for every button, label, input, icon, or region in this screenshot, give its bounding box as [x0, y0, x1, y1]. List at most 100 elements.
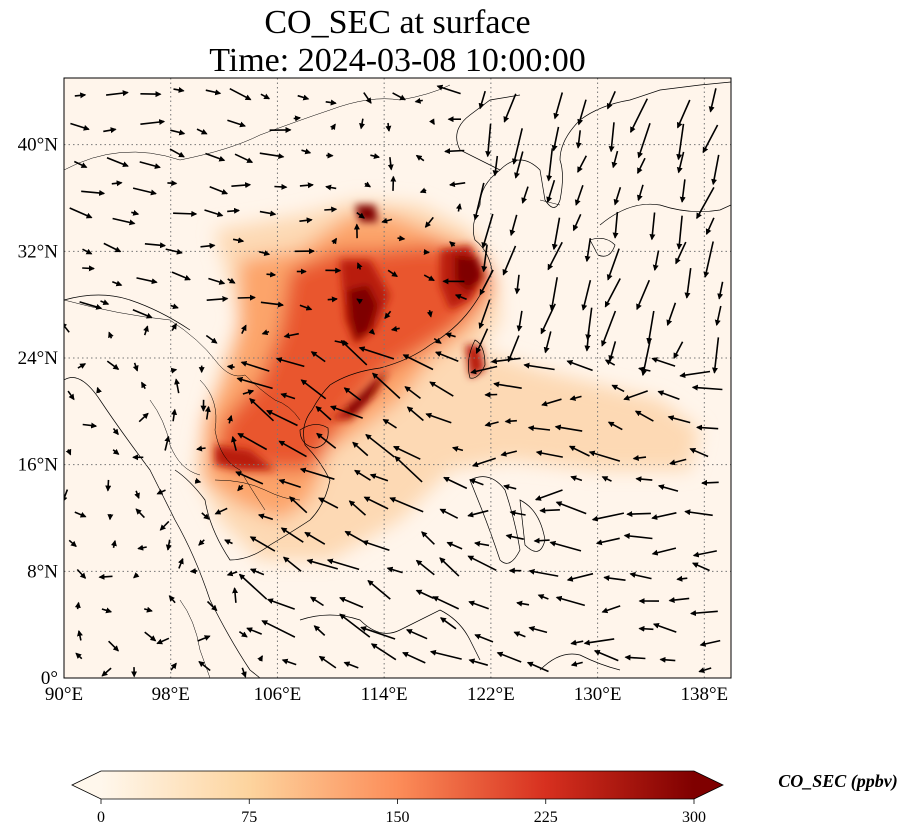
wind-arrow [229, 87, 252, 101]
wind-arrow [132, 187, 157, 196]
wind-arrow [329, 123, 336, 131]
wind-arrow [423, 274, 435, 282]
wind-arrow [402, 651, 426, 664]
wind-arrow [478, 90, 486, 110]
wind-arrow [96, 386, 102, 394]
wind-arrow [387, 269, 398, 278]
wind-arrow [467, 509, 489, 518]
wind-arrow [339, 596, 364, 609]
lat-tick-labels: 0° 8°N 16°N 24°N 32°N 40°N [18, 135, 59, 689]
wind-arrow [165, 248, 183, 255]
wind-arrow [714, 305, 722, 326]
wind-arrow [426, 310, 433, 318]
wind-arrow [259, 210, 277, 217]
wind-arrow [112, 217, 136, 226]
wind-arrow [608, 122, 615, 153]
wind-arrow [657, 390, 680, 401]
wind-arrow [131, 209, 140, 216]
wind-arrow [82, 265, 95, 272]
wind-arrow [444, 148, 465, 155]
wind-arrow [535, 450, 563, 458]
wind-arrow [144, 631, 157, 642]
wind-arrow [258, 250, 271, 257]
wind-arrow [591, 512, 625, 522]
wind-arrow [705, 217, 715, 236]
colorbar-tick-label: 300 [682, 809, 706, 826]
wind-arrow [326, 558, 360, 571]
wind-arrow [421, 531, 435, 545]
colorbar-ticks: 0 75 150 225 300 [97, 799, 706, 826]
wind-arrow [652, 622, 677, 633]
wind-arrow [339, 613, 371, 638]
wind-arrow [327, 296, 338, 303]
wind-arrow [513, 631, 526, 638]
wind-arrow [574, 185, 584, 206]
wind-arrow [549, 540, 582, 552]
wind-arrow [569, 395, 582, 401]
wind-arrow [240, 360, 270, 372]
wind-arrow [260, 301, 284, 308]
wind-arrow [315, 406, 332, 421]
wind-arrow [206, 600, 218, 612]
colorbar-extend-min [72, 771, 101, 799]
wind-arrow [74, 601, 81, 610]
wind-arrow [676, 99, 691, 129]
wind-arrow [178, 557, 184, 569]
wind-arrow [140, 119, 166, 126]
wind-arrow [106, 90, 129, 97]
wind-arrow [711, 337, 720, 374]
wind-arrow [668, 597, 690, 604]
wind-arrow [503, 93, 517, 123]
wind-arrow [227, 414, 233, 424]
wind-arrow [381, 217, 393, 224]
wind-arrow [367, 579, 391, 600]
wind-arrow [429, 649, 462, 660]
wind-arrow [601, 605, 621, 614]
colorbar-extend-max [694, 771, 723, 799]
wind-arrow [626, 511, 651, 518]
wind-arrow [601, 476, 612, 482]
wind-arrow [481, 244, 488, 273]
wind-arrow [231, 182, 252, 189]
wind-arrow [205, 334, 218, 344]
wind-arrow [547, 241, 563, 271]
wind-arrow [676, 151, 685, 174]
wind-arrow [299, 467, 335, 480]
wind-arrow [470, 365, 498, 375]
wind-arrow [387, 157, 394, 171]
wind-arrow [112, 280, 123, 287]
wind-arrow [475, 328, 489, 355]
wind-arrow [159, 520, 170, 531]
wind-arrow [511, 128, 523, 165]
wind-arrow [343, 387, 362, 401]
wind-arrow [540, 303, 556, 335]
wind-arrow [359, 118, 365, 130]
wind-arrow [141, 381, 147, 390]
wind-arrow [492, 155, 499, 177]
wind-arrow [261, 329, 270, 336]
wind-arrow [415, 154, 425, 162]
wind-arrow [708, 88, 717, 113]
wind-arrow [171, 271, 191, 281]
wind-arrow [226, 364, 235, 370]
wind-arrow [443, 476, 468, 490]
lon-tick-label: 138°E [680, 684, 728, 705]
wind-arrow [570, 475, 583, 482]
lon-tick-labels: 90°E 98°E 106°E 114°E 122°E 130°E 138°E [45, 684, 728, 705]
wind-arrow [390, 325, 400, 332]
wind-arrow [111, 180, 123, 187]
wind-arrow [352, 441, 369, 457]
wind-arrow [137, 544, 147, 551]
wind-arrow [234, 153, 254, 164]
wind-arrow [73, 160, 88, 169]
wind-arrow [260, 93, 271, 100]
wind-arrow [200, 242, 216, 249]
wind-arrow [246, 627, 262, 635]
wind-arrow [171, 323, 177, 332]
wind-arrow [699, 639, 721, 647]
wind-arrow [676, 123, 685, 161]
wind-arrow [354, 469, 371, 481]
wind-arrow [528, 568, 559, 577]
wind-arrow [666, 302, 677, 326]
wind-arrow [404, 386, 421, 400]
